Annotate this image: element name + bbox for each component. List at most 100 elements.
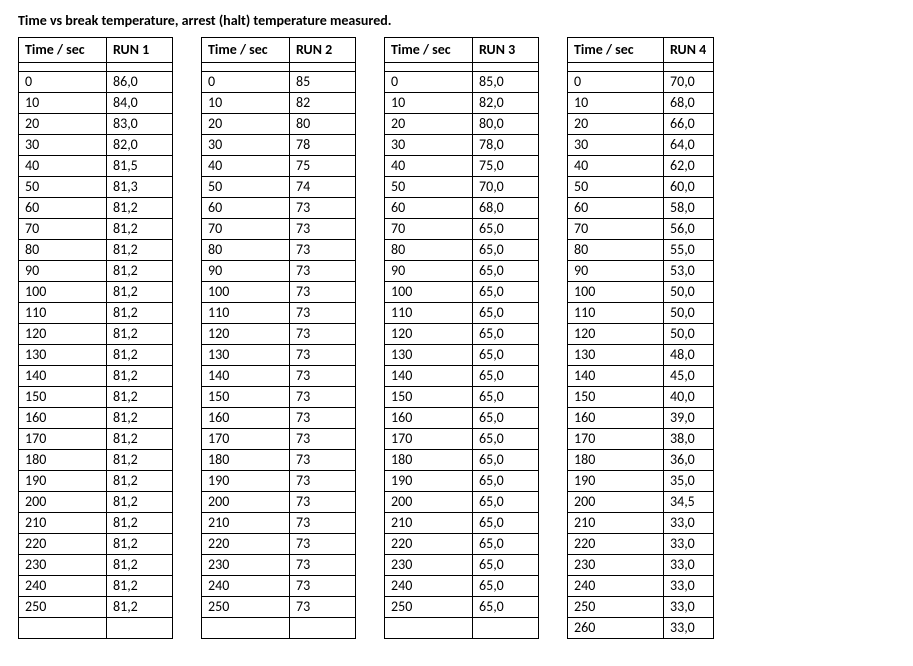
table-row: 2080,0 [385,113,539,134]
table-row: 19065,0 [385,470,539,491]
table-row: 22033,0 [568,533,714,554]
value-cell: 73 [290,197,356,218]
time-cell: 170 [385,428,473,449]
value-cell: 65,0 [473,386,539,407]
table-row: 3078,0 [385,134,539,155]
table-row: 12081,2 [19,323,173,344]
time-cell: 190 [202,470,290,491]
value-cell: 81,2 [107,260,173,281]
value-cell: 65,0 [473,323,539,344]
time-cell: 50 [19,176,107,197]
time-cell: 180 [19,449,107,470]
value-cell: 81,2 [107,512,173,533]
time-cell: 0 [202,71,290,92]
time-cell: 30 [202,134,290,155]
value-cell: 65,0 [473,302,539,323]
table-row: 15073 [202,386,356,407]
time-cell: 110 [568,302,664,323]
value-cell: 65,0 [473,428,539,449]
time-cell: 230 [385,554,473,575]
time-cell: 20 [19,113,107,134]
value-cell: 34,5 [664,491,714,512]
time-cell: 250 [568,596,664,617]
time-cell: 40 [19,155,107,176]
value-cell: 73 [290,302,356,323]
value-cell: 81,3 [107,176,173,197]
value-cell: 81,5 [107,155,173,176]
table-row: 15081,2 [19,386,173,407]
time-cell: 120 [19,323,107,344]
table-row: 8065,0 [385,239,539,260]
table-row: 1084,0 [19,92,173,113]
value-cell: 75,0 [473,155,539,176]
table-row: 15040,0 [568,386,714,407]
value-cell: 78,0 [473,134,539,155]
value-cell: 81,2 [107,344,173,365]
value-cell: 81,2 [107,533,173,554]
time-cell: 30 [19,134,107,155]
value-cell: 81,2 [107,470,173,491]
table-row: 5081,3 [19,176,173,197]
table-row: 20034,5 [568,491,714,512]
time-cell: 180 [202,449,290,470]
table-row: 20081,2 [19,491,173,512]
table-row: 18073 [202,449,356,470]
value-cell: 81,2 [107,491,173,512]
value-cell: 73 [290,575,356,596]
value-cell: 60,0 [664,176,714,197]
table-row: 23073 [202,554,356,575]
table-row: 1082 [202,92,356,113]
time-cell: 170 [19,428,107,449]
value-cell: 73 [290,449,356,470]
time-cell: 200 [385,491,473,512]
table-row: 12073 [202,323,356,344]
table-row: 7065,0 [385,218,539,239]
value-cell: 73 [290,344,356,365]
time-cell: 50 [568,176,664,197]
value-cell: 81,2 [107,449,173,470]
value-cell: 55,0 [664,239,714,260]
value-cell: 65,0 [473,491,539,512]
run-header: RUN 4 [664,38,714,63]
time-cell: 90 [568,260,664,281]
table-row: 24065,0 [385,575,539,596]
table-row: 16065,0 [385,407,539,428]
time-cell: 160 [19,407,107,428]
table-row: 9081,2 [19,260,173,281]
empty-row [202,617,356,638]
table-row: 24081,2 [19,575,173,596]
run-table-2: Time / secRUN 20851082208030784075507460… [201,37,356,639]
time-cell: 70 [385,218,473,239]
value-cell: 73 [290,512,356,533]
time-cell: 140 [19,365,107,386]
table-row: 17081,2 [19,428,173,449]
table-row: 18065,0 [385,449,539,470]
value-cell: 50,0 [664,323,714,344]
value-cell: 81,2 [107,365,173,386]
table-row: 18081,2 [19,449,173,470]
time-cell: 140 [568,365,664,386]
value-cell: 81,2 [107,239,173,260]
time-cell: 90 [19,260,107,281]
time-cell: 230 [19,554,107,575]
time-cell: 20 [202,113,290,134]
value-cell: 64,0 [664,134,714,155]
time-cell: 70 [19,218,107,239]
time-header: Time / sec [19,38,107,63]
value-cell: 81,2 [107,281,173,302]
time-cell: 220 [19,533,107,554]
value-cell: 58,0 [664,197,714,218]
time-cell: 240 [19,575,107,596]
value-cell: 56,0 [664,218,714,239]
table-row: 16081,2 [19,407,173,428]
value-cell: 40,0 [664,386,714,407]
table-row: 4081,5 [19,155,173,176]
table-row: 4062,0 [568,155,714,176]
value-cell: 73 [290,386,356,407]
table-row: 5060,0 [568,176,714,197]
value-cell: 70,0 [473,176,539,197]
table-row: 17038,0 [568,428,714,449]
table-row: 10065,0 [385,281,539,302]
time-cell: 100 [385,281,473,302]
time-cell: 30 [385,134,473,155]
